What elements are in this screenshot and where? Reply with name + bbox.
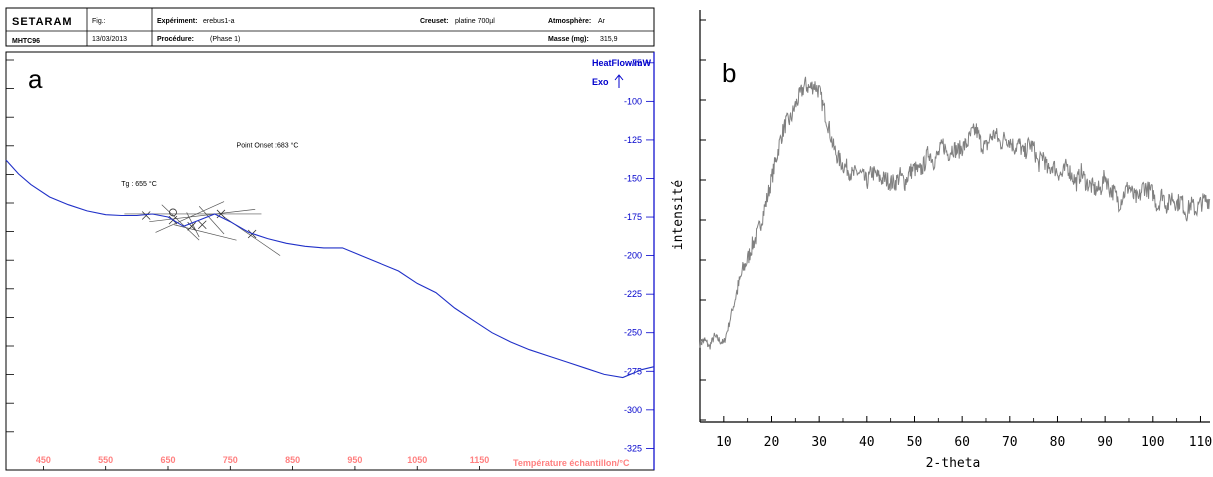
x-tick-label: 950 (347, 455, 362, 465)
tangent-line (161, 204, 200, 241)
dsc-chart-svg: SETARAM MHTC96 Fig.: 13/03/2013 Expérime… (5, 7, 655, 471)
y-tick-label: -100 (624, 96, 642, 106)
intensity-line (699, 76, 1211, 350)
y-tick-label: -300 (624, 405, 642, 415)
x-tick-label: 90 (1097, 435, 1113, 450)
x-tick-label: 110 (1189, 435, 1212, 450)
x-tick-label: 10 (716, 435, 732, 450)
x-tick-label: 80 (1050, 435, 1066, 450)
x-tick-label: 40 (859, 435, 875, 450)
xrd-panel: b intensité 2-theta 10 20 30 40 50 60 70 80 90 10… (660, 0, 1213, 472)
construction-marker (141, 211, 151, 220)
x-tick-label: 20 (764, 435, 780, 450)
masse-value: 315,9 (600, 36, 618, 43)
masse-label: Masse (mg): (548, 36, 589, 43)
fig-label: Fig.: (92, 18, 106, 25)
tangent-line (174, 224, 237, 241)
header-frame (5, 7, 655, 47)
x-tick-label: 550 (98, 455, 113, 465)
creuset-value: platine 700µl (455, 18, 495, 25)
exo-arrow-icon (614, 74, 624, 88)
experiment-value: erebus1-a (203, 18, 235, 25)
y-tick-label: -150 (624, 173, 642, 183)
x-axis-title: 2-theta (926, 456, 981, 471)
heatflow-line (5, 159, 655, 379)
x-tick-label: 450 (36, 455, 51, 465)
x-tick-label: 100 (1141, 435, 1164, 450)
plot-frame (5, 51, 655, 471)
x-tick-label: 850 (285, 455, 300, 465)
x-tick-label: 60 (954, 435, 970, 450)
x-tick-label: 1050 (407, 455, 427, 465)
tangent-line (198, 206, 225, 235)
x-tick-label: 70 (1002, 435, 1018, 450)
exo-label: Exo (592, 77, 609, 87)
y-tick-label: -75 (629, 58, 642, 68)
y-tick-label: -125 (624, 135, 642, 145)
atmosphere-label: Atmosphère: (548, 18, 591, 25)
panel-label-b: b (722, 58, 736, 88)
y-tick-label: -250 (624, 328, 642, 338)
panel-label-a: a (28, 64, 43, 94)
brand-logo: SETARAM (12, 16, 73, 28)
y-axis-title: HeatFlow/mW (592, 58, 652, 68)
x-axis-title: Température échantillon/°C (513, 458, 630, 468)
experiment-label: Expériment: (157, 18, 197, 25)
tangent-line (149, 208, 256, 223)
date-value: 13/03/2013 (92, 36, 127, 43)
annotation-label: Point Onset :683 °C (237, 142, 299, 150)
x-tick-label: 30 (811, 435, 827, 450)
tangent-construction (124, 201, 281, 256)
y-tick-label: -275 (624, 366, 642, 376)
annotation-label: Tg : 655 °C (121, 180, 156, 188)
creuset-label: Creuset: (420, 18, 448, 25)
x-tick-label: 50 (907, 435, 923, 450)
y-tick-label: -225 (624, 289, 642, 299)
xrd-chart-svg: b intensité 2-theta 10 20 30 40 50 60 70 80 90 10… (671, 10, 1212, 471)
procedure-label: Procédure: (157, 36, 194, 43)
y-tick-label: -200 (624, 251, 642, 261)
onset-marker (169, 208, 177, 217)
procedure-value: (Phase 1) (210, 36, 240, 43)
dsc-panel: SETARAM MHTC96 Fig.: 13/03/2013 Expérime… (5, 7, 655, 471)
y-tick-label: -175 (624, 212, 642, 222)
y-tick-label: -325 (624, 443, 642, 453)
model-name: MHTC96 (12, 38, 40, 45)
y-axis-title: intensité (671, 180, 686, 251)
x-tick-label: 650 (160, 455, 175, 465)
x-tick-label: 750 (223, 455, 238, 465)
construction-marker (197, 220, 207, 230)
construction-marker (216, 209, 226, 219)
atmosphere-value: Ar (598, 18, 606, 25)
x-tick-label: 1150 (470, 455, 490, 465)
